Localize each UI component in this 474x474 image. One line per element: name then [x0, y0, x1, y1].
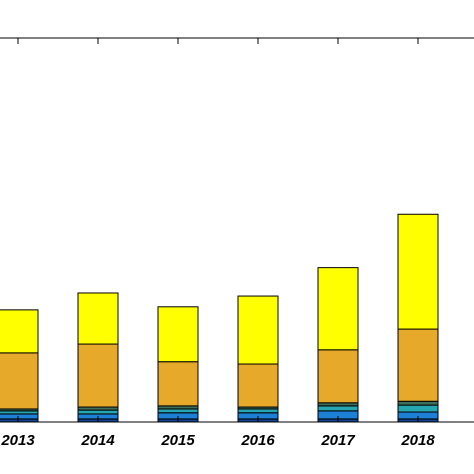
bar-segment	[317, 267, 359, 351]
x-tick-label: 2017	[320, 432, 355, 449]
x-tick-label: 2013	[0, 432, 35, 449]
bar-segment	[0, 413, 39, 420]
bar-segment	[237, 408, 279, 414]
bar-segment	[397, 328, 439, 402]
bar-segment	[157, 306, 199, 363]
x-tick-label: 2018	[400, 432, 435, 449]
bar-segment	[397, 213, 439, 330]
x-tick-label: 2016	[240, 432, 275, 449]
bar-segment	[397, 400, 439, 406]
bar-segment	[237, 363, 279, 408]
bar-segment	[157, 408, 199, 414]
bar-segment	[237, 295, 279, 365]
x-tick-label: 2014	[80, 432, 115, 449]
bar-segment	[317, 405, 359, 412]
bar-segment	[397, 404, 439, 413]
bar-segment	[77, 343, 119, 408]
bar-segment	[0, 352, 39, 410]
bar-segment	[77, 409, 119, 415]
bar-segment	[317, 349, 359, 404]
x-tick-label: 2015	[160, 432, 195, 449]
bar-segment	[0, 309, 39, 354]
bar-segment	[157, 361, 199, 407]
bar-segment	[77, 292, 119, 345]
